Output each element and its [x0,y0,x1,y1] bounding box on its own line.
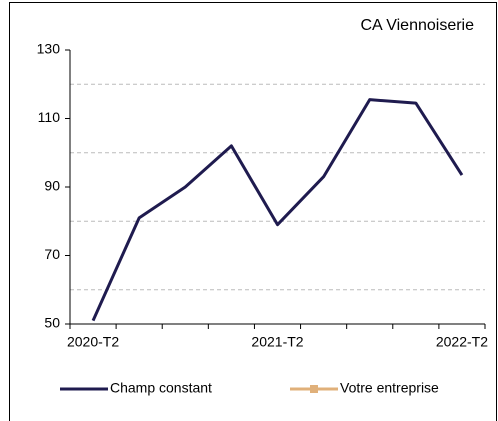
y-tick-label: 50 [44,315,60,331]
chart-frame [9,2,497,421]
chart-title: CA Viennoiserie [360,17,474,34]
legend-label: Champ constant [110,380,212,396]
line-series [91,98,464,322]
x-tick-label: 2022-T2 [436,334,488,350]
legend-marker [310,385,318,393]
y-tick-label: 110 [38,109,61,125]
x-tick-label: 2020-T2 [67,334,119,350]
x-tick-label: 2021-T2 [251,334,303,350]
y-tick-label: 90 [44,178,60,194]
legend-label: Votre entreprise [340,380,439,396]
y-tick-label: 130 [37,41,61,57]
y-tick-label: 70 [44,246,60,262]
